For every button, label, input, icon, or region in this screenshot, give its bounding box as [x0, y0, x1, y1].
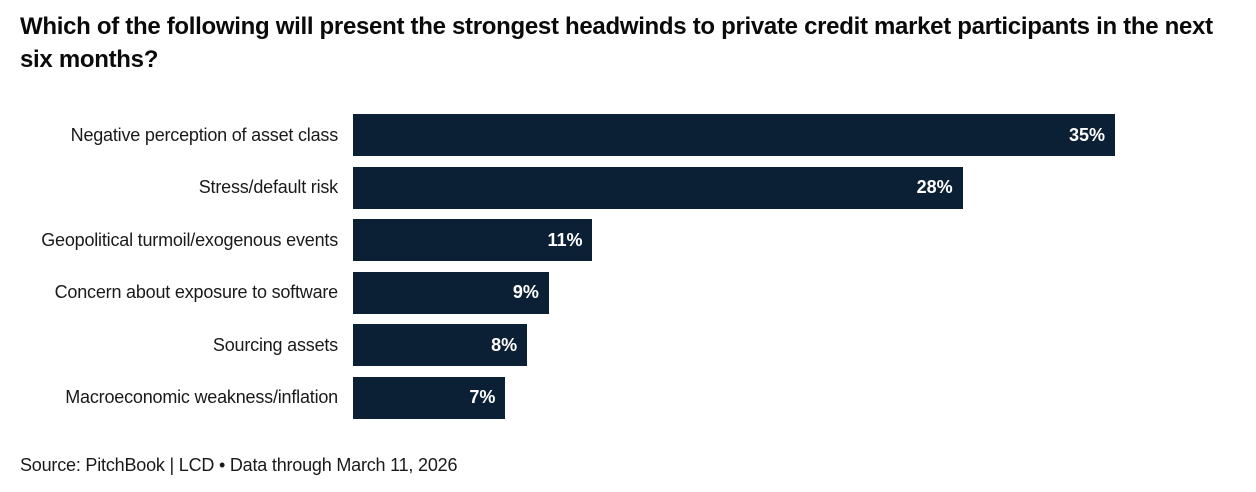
value-label: 8% — [491, 334, 518, 355]
bar: 9% — [353, 271, 549, 314]
source-note: Source: PitchBook | LCD • Data through M… — [20, 455, 458, 475]
category-label: Geopolitical turmoil/exogenous events — [41, 229, 338, 250]
category-label: Negative perception of asset class — [70, 124, 339, 145]
value-label: 28% — [916, 177, 953, 198]
bar-row: Concern about exposure to software 9% — [0, 271, 1256, 314]
bar: 8% — [353, 324, 528, 367]
bar-row: Stress/default risk 28% — [0, 166, 1256, 209]
value-label: 35% — [1068, 124, 1105, 145]
category-label: Sourcing assets — [212, 334, 338, 355]
bar: 35% — [353, 114, 1115, 156]
bar: 28% — [353, 166, 963, 209]
value-label: 9% — [512, 282, 539, 303]
bar: 11% — [353, 219, 593, 262]
value-label: 11% — [547, 229, 583, 250]
category-label: Stress/default risk — [198, 177, 338, 198]
bar-chart: Negative perception of asset class 35% Str… — [0, 114, 1256, 430]
chart-title: Which of the following will present the … — [20, 13, 1213, 73]
category-label: Concern about exposure to software — [54, 282, 339, 303]
bar-row: Sourcing assets 8% — [0, 324, 1256, 367]
bar-row: Macroeconomic weakness/inflation 7% — [0, 376, 1256, 419]
bar: 7% — [353, 376, 506, 419]
value-label: 7% — [469, 387, 496, 408]
category-label: Macroeconomic weakness/inflation — [65, 387, 338, 408]
bar-row: Geopolitical turmoil/exogenous events 11% — [0, 219, 1256, 262]
bar-row: Negative perception of asset class 35% — [0, 114, 1256, 156]
